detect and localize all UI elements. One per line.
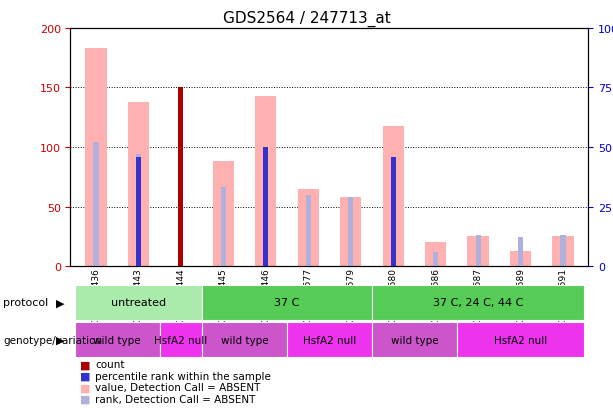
Text: wild type: wild type xyxy=(221,335,268,345)
Text: ■: ■ xyxy=(80,359,90,369)
Bar xyxy=(287,322,372,357)
Bar xyxy=(372,285,584,320)
Bar xyxy=(372,322,457,357)
Bar xyxy=(263,148,268,266)
Bar xyxy=(136,157,141,266)
Bar xyxy=(390,157,396,266)
Bar xyxy=(178,88,183,266)
Bar xyxy=(348,197,353,266)
Bar xyxy=(136,155,141,266)
Text: wild type: wild type xyxy=(93,335,141,345)
Bar xyxy=(128,102,149,266)
Bar xyxy=(263,148,268,266)
Bar xyxy=(93,143,99,266)
Text: HsfA2 null: HsfA2 null xyxy=(154,335,208,345)
Bar xyxy=(476,235,481,266)
Text: ▶: ▶ xyxy=(56,297,64,308)
Bar xyxy=(202,322,287,357)
Bar xyxy=(85,49,107,266)
Bar xyxy=(425,243,446,266)
Bar xyxy=(202,285,372,320)
Bar xyxy=(518,238,523,266)
Text: ■: ■ xyxy=(80,394,90,404)
Text: untreated: untreated xyxy=(111,297,166,308)
Text: count: count xyxy=(95,359,124,369)
Text: wild type: wild type xyxy=(390,335,438,345)
Text: HsfA2 null: HsfA2 null xyxy=(303,335,356,345)
Bar xyxy=(552,237,574,266)
Text: 37 C: 37 C xyxy=(275,297,300,308)
Bar xyxy=(159,322,202,357)
Bar xyxy=(457,322,584,357)
Text: ■: ■ xyxy=(80,382,90,392)
Bar xyxy=(298,189,319,266)
Text: value, Detection Call = ABSENT: value, Detection Call = ABSENT xyxy=(95,382,261,392)
Text: 37 C, 24 C, 44 C: 37 C, 24 C, 44 C xyxy=(433,297,524,308)
Bar xyxy=(75,285,202,320)
Text: rank, Detection Call = ABSENT: rank, Detection Call = ABSENT xyxy=(95,394,256,404)
Bar xyxy=(560,235,566,266)
Bar xyxy=(390,157,396,266)
Text: HsfA2 null: HsfA2 null xyxy=(494,335,547,345)
Text: ▶: ▶ xyxy=(56,335,64,345)
Text: GDS2564 / 247713_at: GDS2564 / 247713_at xyxy=(223,10,390,26)
Bar xyxy=(383,126,404,266)
Text: genotype/variation: genotype/variation xyxy=(3,335,102,345)
Bar xyxy=(255,97,276,266)
Bar xyxy=(433,252,438,266)
Bar xyxy=(306,195,311,266)
Bar xyxy=(340,197,361,266)
Bar xyxy=(213,162,234,266)
Text: protocol: protocol xyxy=(3,297,48,308)
Bar xyxy=(468,237,489,266)
Bar xyxy=(221,188,226,266)
Text: ■: ■ xyxy=(80,371,90,381)
Bar xyxy=(75,322,159,357)
Bar xyxy=(510,251,531,266)
Text: percentile rank within the sample: percentile rank within the sample xyxy=(95,371,271,381)
